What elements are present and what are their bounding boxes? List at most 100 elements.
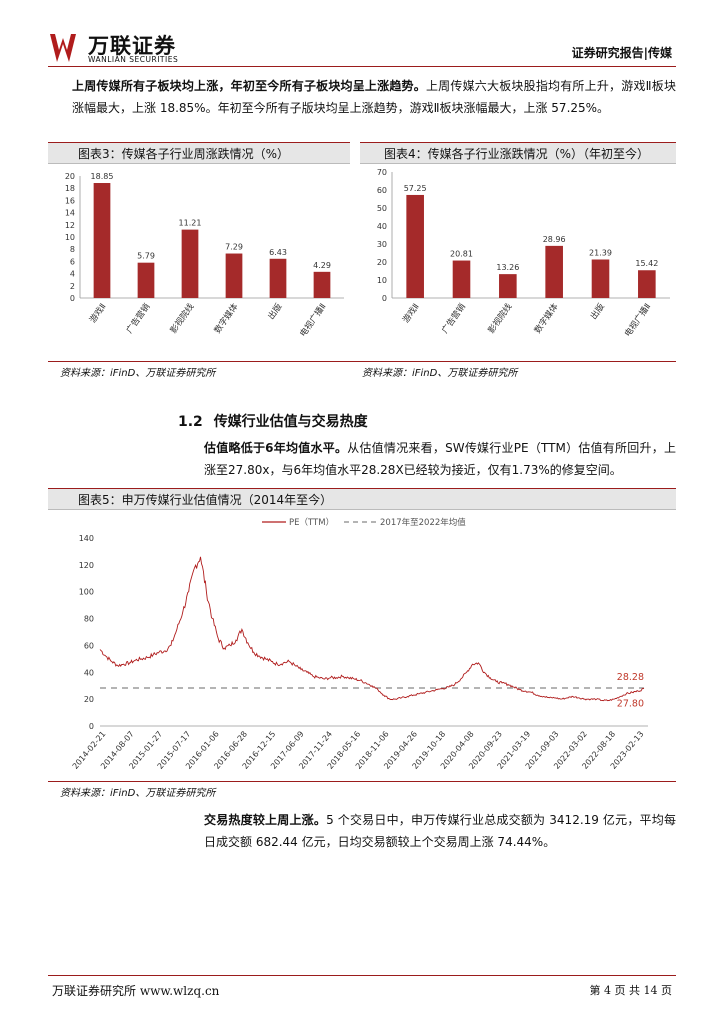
fig4-value-label: 13.26 [496,263,519,272]
fig3-category-label: 数字媒体 [212,301,241,336]
footer-left: 万联证券研究所 www.wlzq.cn [52,984,220,998]
fig4-value-label: 20.81 [450,250,473,259]
fig5-y-tick-label: 60 [84,641,94,650]
fig5-y-tick-label: 80 [84,615,94,624]
valuation-paragraph: 估值略低于6年均值水平。从估值情况来看，SW传媒行业PE（TTM）估值有所回升，… [204,437,676,481]
footer-page-number: 第 4 页 共 14 页 [589,984,672,997]
fig5-y-tick-label: 20 [84,695,94,704]
fig4-y-tick-label: 40 [377,222,387,231]
fig5-pe-line [99,556,645,702]
fig5-bottom-rule [48,781,676,782]
fig4-bar [545,245,563,298]
fig3-y-tick-label: 18 [65,184,75,193]
fig5-y-tick-label: 40 [84,668,94,677]
fig4-bar [406,194,424,298]
fig5-y-tick-label: 0 [89,722,94,731]
fig5-title-bar: 图表5：申万传媒行业估值情况（2014年至今） [48,488,676,510]
fig3-y-tick-label: 2 [70,282,75,291]
fig4-bar [591,259,610,298]
wanlian-logo-mark [50,34,76,62]
report-type: 证券研究报告|传媒 [571,46,672,60]
fig4-value-label: 57.25 [404,184,427,193]
section-heading: 1.2 传媒行业估值与交易热度 [178,411,368,431]
fig3-value-label: 5.79 [137,252,155,261]
fig3-bar [269,258,287,298]
fig34-bottom-rule [48,361,676,362]
trading-paragraph: 交易热度较上周上涨。5 个交易日中，申万传媒行业总成交额为 3412.19 亿元… [204,809,676,853]
fig4-category-label: 影视院线 [486,301,515,336]
fig3-category-label: 游戏Ⅱ [87,301,108,325]
fig3-title-bar: 图表3：传媒各子行业周涨跌情况（%） [48,142,350,164]
fig3-y-tick-label: 12 [65,221,75,230]
section-title: 传媒行业估值与交易热度 [213,414,368,430]
logo-chinese-name: 万联证券 [88,34,176,58]
fig5-legend-avg-label: 2017年至2022年均值 [380,517,466,528]
fig3-category-label: 出版 [266,301,285,322]
fig5-title: 图表5：申万传媒行业估值情况（2014年至今） [78,493,333,507]
fig4-category-label: 电视广播Ⅱ [622,301,653,339]
fig3-value-label: 4.29 [313,261,331,270]
fig3-bar [181,229,199,298]
fig4-source: 资料来源：iFinD、万联证券研究所 [362,368,518,379]
fig4-title-bar: 图表4：传媒各子行业涨跌情况（%）（年初至今） [360,142,676,164]
fig5-line-chart: 0 20 40 60 80 100 120 140 PE（TTM） 2017年至2022年均值 28… [71,517,648,771]
fig3-y-tick-label: 0 [70,294,75,303]
fig5-y-tick-label: 100 [79,588,94,597]
fig4-category-label: 数字媒体 [532,301,561,336]
intro-bold: 上周传媒所有子板块均上涨，年初至今所有子板块均呈上涨趋势。 [72,79,426,93]
fig4-y-tick-label: 60 [377,186,387,195]
fig3-bar-chart: 0 2 4 6 8 10 12 14 16 18 20 18.85 游戏Ⅱ 5.79 广告营销 11.21 影视… [65,172,344,339]
valuation-bold: 估值略低于6年均值水平。 [204,441,348,455]
fig3-bar [93,183,111,298]
fig3-bar [225,253,243,298]
fig5-y-tick-label: 140 [79,534,94,543]
fig3-bar [137,262,155,298]
fig4-bar [452,260,471,298]
section-number: 1.2 [178,414,203,430]
fig3-category-label: 电视广播Ⅱ [298,301,329,339]
fig3-value-label: 18.85 [91,172,114,181]
fig3-y-tick-label: 20 [65,172,75,181]
fig3-y-tick-label: 14 [65,209,75,218]
fig3-source: 资料来源：iFinD、万联证券研究所 [60,368,216,379]
fig4-category-label: 广告营销 [439,301,468,336]
fig3-y-tick-label: 6 [70,257,75,266]
fig5-source: 资料来源：iFinD、万联证券研究所 [60,788,216,799]
fig3-y-tick-label: 4 [70,270,75,279]
fig5-pe-end-label: 27.80 [617,699,644,710]
fig4-y-tick-label: 70 [377,168,387,177]
fig4-y-tick-label: 50 [377,204,387,213]
fig4-bar [499,274,517,298]
fig3-value-label: 7.29 [225,243,243,252]
intro-rest: 上周传媒六大板块股指均有所上升，游戏Ⅱ板块涨幅最大，上涨 18.85%。年初至今… [72,79,676,115]
fig4-title: 图表4：传媒各子行业涨跌情况（%）（年初至今） [384,147,650,161]
fig3-category-label: 广告营销 [124,301,153,336]
footer-rule [48,975,676,976]
fig4-bar [638,270,656,298]
logo-english-name: WANLIAN SECURITIES [88,55,179,64]
trading-rest: 5 个交易日中，申万传媒行业总成交额为 3412.19 亿元，平均每日成交额 6… [204,813,676,849]
fig3-title: 图表3：传媒各子行业周涨跌情况（%） [78,147,290,161]
fig3-value-label: 6.43 [269,248,287,257]
fig4-value-label: 21.39 [589,248,612,257]
fig3-y-tick-label: 8 [70,245,75,254]
fig4-y-tick-label: 10 [377,276,387,285]
fig4-value-label: 15.42 [635,259,658,268]
fig3-bar [313,271,331,298]
valuation-rest: 从估值情况来看，SW传媒行业PE（TTM）估值有所回升，上涨至27.80x，与6… [204,441,676,477]
fig5-legend-pe-label: PE（TTM） [289,517,334,528]
fig5-y-tick-label: 120 [79,561,94,570]
fig4-category-label: 游戏Ⅱ [400,301,421,325]
fig3-category-label: 影视院线 [168,301,197,336]
fig3-y-tick-label: 10 [65,233,75,242]
fig3-value-label: 11.21 [179,219,202,228]
fig3-y-tick-label: 16 [65,196,75,205]
header-rule [48,66,676,67]
trading-bold: 交易热度较上周上涨。 [204,813,327,827]
company-logo: 万联证券 WANLIAN SECURITIES [48,30,188,66]
fig4-value-label: 28.96 [543,235,566,244]
fig4-category-label: 出版 [588,301,607,322]
intro-paragraph: 上周传媒所有子板块均上涨，年初至今所有子板块均呈上涨趋势。上周传媒六大板块股指均… [72,75,676,119]
fig4-y-tick-label: 30 [377,240,387,249]
fig4-bar-chart: 0 10 20 30 40 50 60 70 57.25 游戏Ⅱ 20.81 广告营销 13.26 影视院… [377,168,670,339]
